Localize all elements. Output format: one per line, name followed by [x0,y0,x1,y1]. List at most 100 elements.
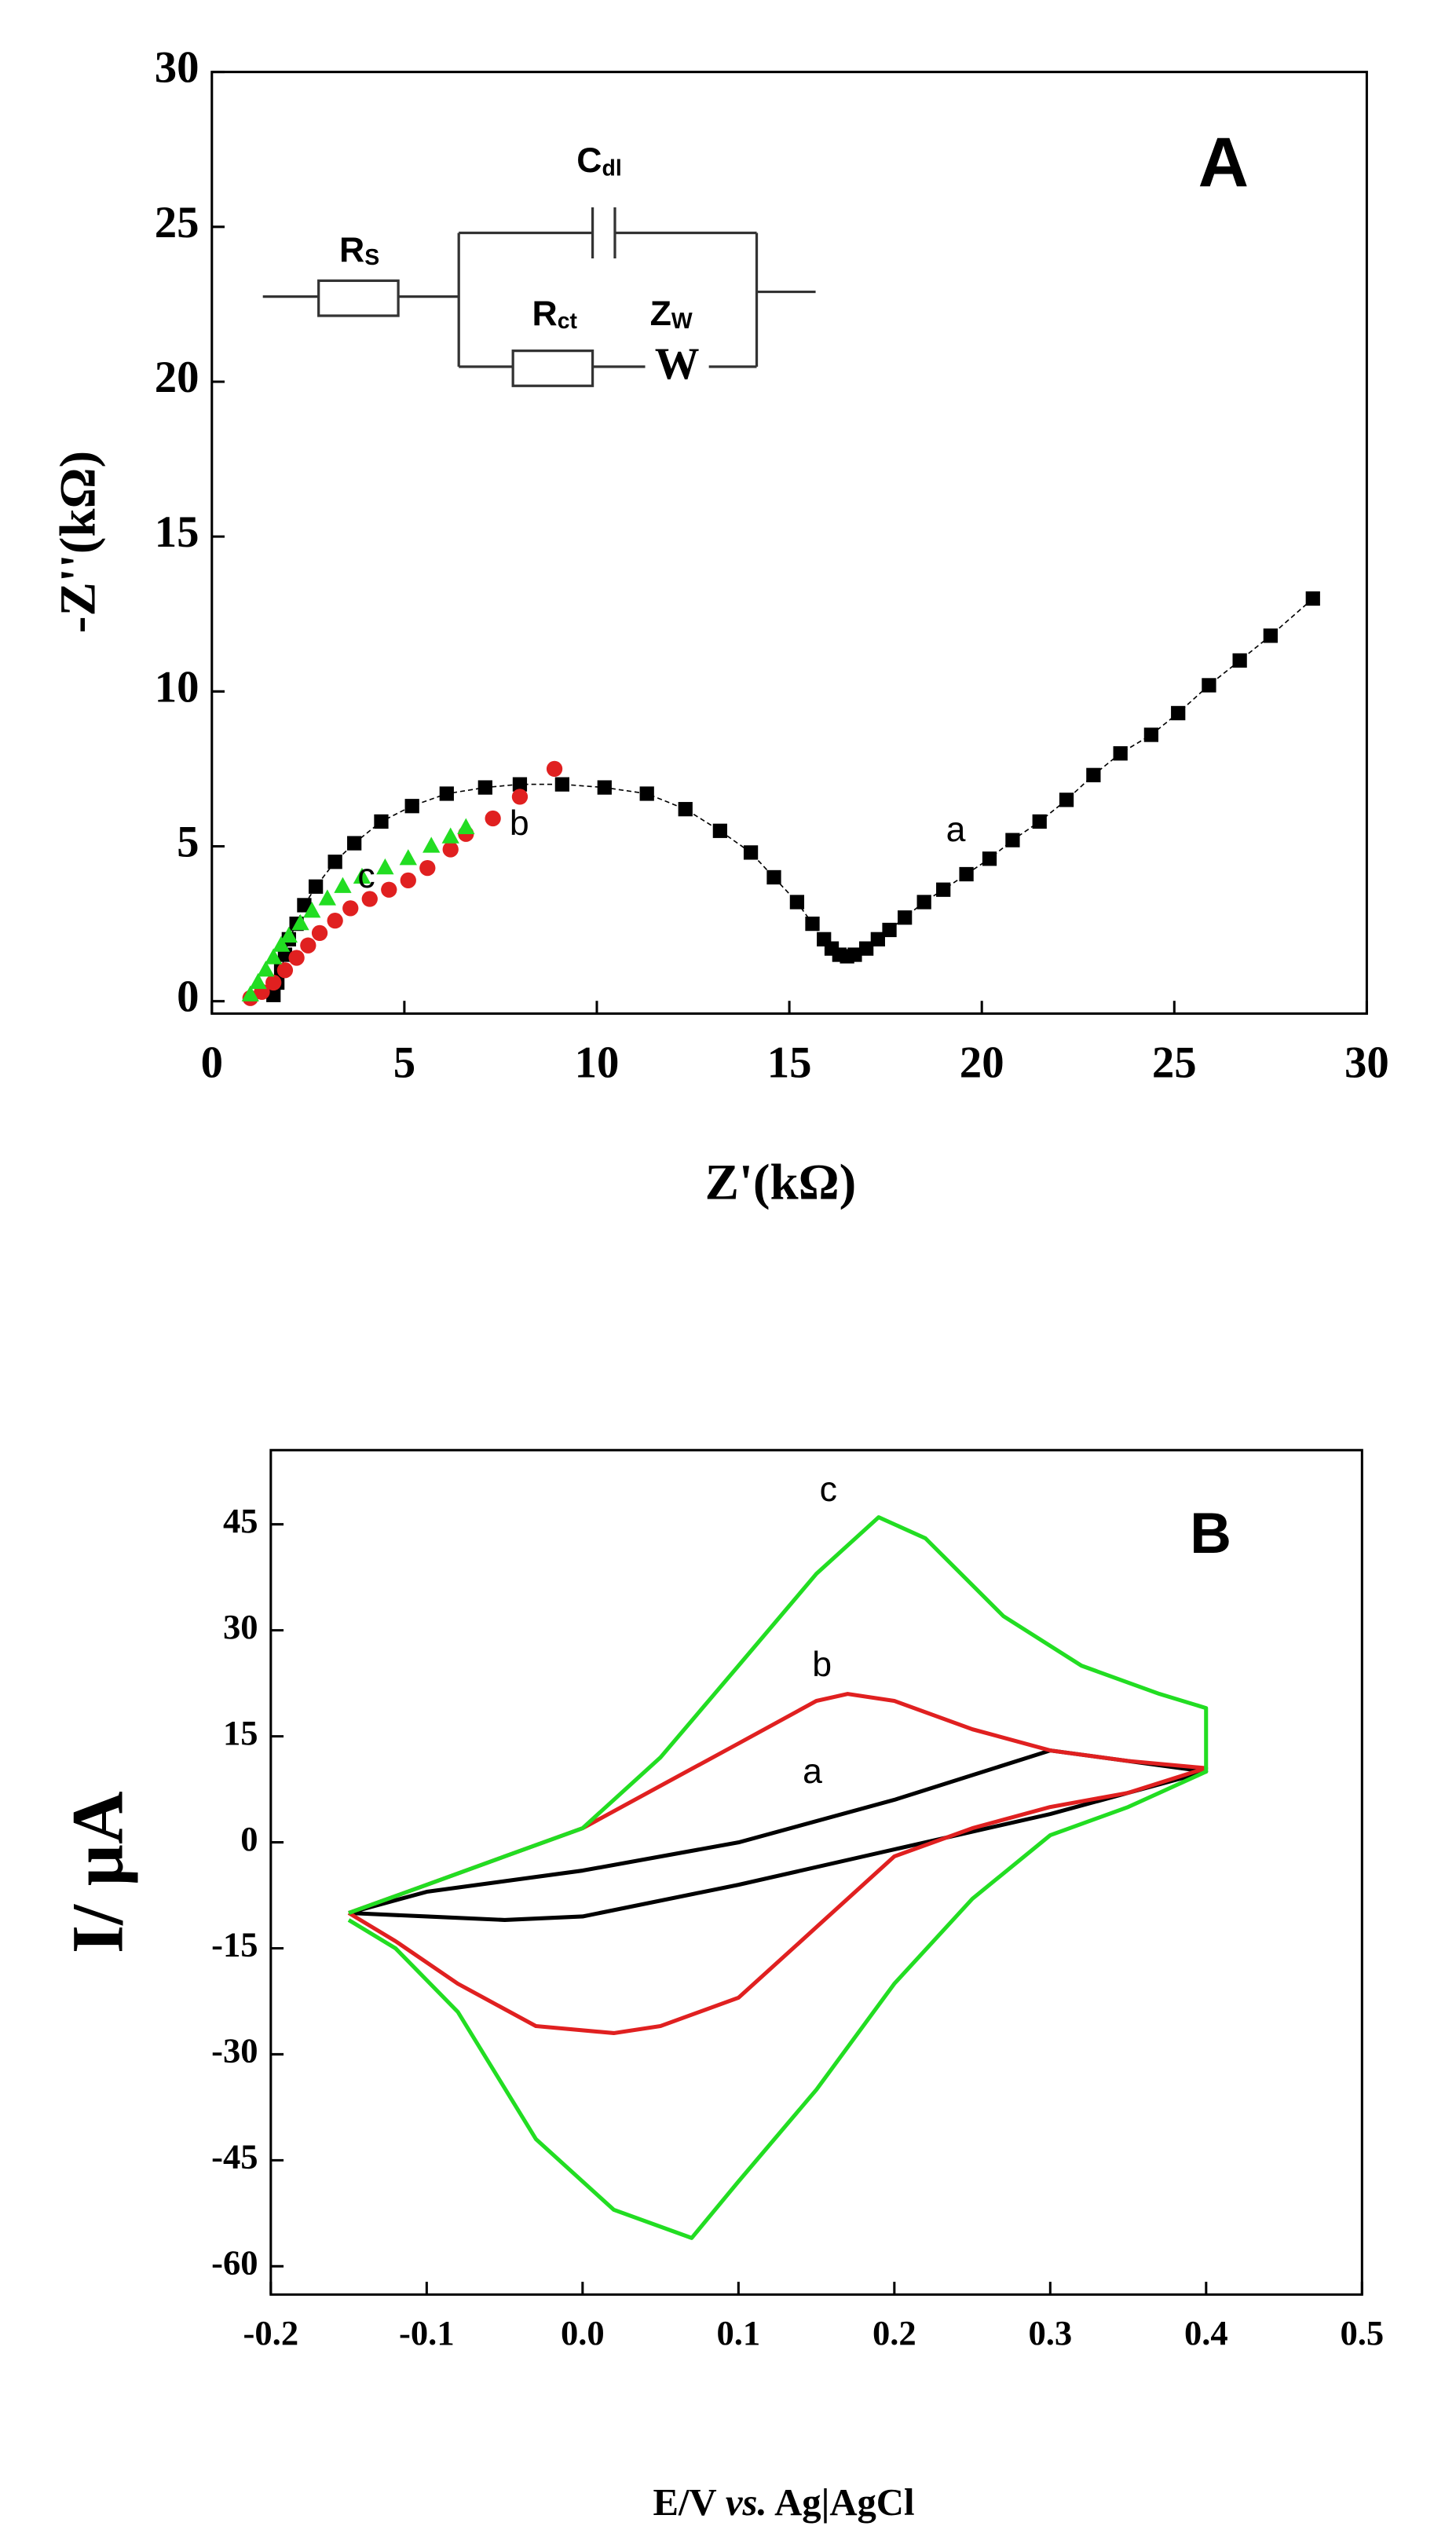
data-point [265,948,283,965]
warburg-label: W [655,339,700,389]
y-tick-label: -30 [211,2031,258,2070]
series-label: b [510,804,529,843]
series-label: b [812,1646,832,1684]
plot-frame [269,1448,1363,2296]
y-tick-label: 30 [155,43,199,93]
y-tick-label: 15 [155,507,199,557]
data-point [712,823,727,838]
data-point [554,777,570,792]
cdl-label: Cdl [576,141,621,181]
data-point [485,810,501,827]
data-point [597,780,612,795]
data-point [241,985,259,1001]
data-point [511,789,529,805]
y-tick-label: -45 [211,2137,258,2176]
data-point [288,950,305,966]
data-point [318,889,337,906]
data-point [847,947,862,962]
y-axis-label: I/ µA [57,1791,138,1953]
data-point [859,941,874,956]
x-tick-label: 20 [960,1038,1004,1088]
x-tick-label: 0.5 [1340,2313,1384,2352]
series-label: c [357,857,375,895]
data-point [805,916,820,932]
data-point [334,877,352,893]
rct-label: Rct [532,295,578,334]
data-point [381,881,397,898]
data-point [477,780,492,795]
data-point [982,851,997,866]
series-line [273,598,1314,995]
y-tick-label: -60 [211,2243,258,2283]
x-tick-label: -0.1 [399,2313,455,2352]
y-tick-label: 0 [240,1819,258,1858]
x-tick-label: 25 [1152,1038,1197,1088]
data-point [1032,814,1047,829]
data-point [399,849,417,866]
x-tick-label: 0.2 [873,2313,916,2352]
data-point [376,858,394,875]
data-point [743,845,759,860]
data-point [249,972,267,990]
data-point [327,913,343,929]
data-point [898,910,913,925]
data-point [297,898,312,913]
y-tick-label: 15 [223,1713,258,1752]
data-point [936,882,951,897]
x-tick-label: 0.0 [561,2313,605,2352]
x-axis-label: E/V vs. Ag|AgCl [653,2481,914,2524]
series-label: c [820,1470,837,1509]
data-point [512,777,528,792]
x-tick-label: 0.4 [1184,2313,1228,2352]
resistor [511,349,594,387]
x-tick-label: 10 [575,1038,620,1088]
data-point [423,837,441,853]
y-tick-label: 20 [155,353,199,402]
y-tick-label: 0 [177,972,199,1022]
y-tick-label: 25 [155,198,199,247]
data-point [309,879,324,894]
data-point [766,869,781,885]
data-point [374,814,389,829]
data-point [1263,628,1278,643]
data-point [311,924,328,942]
x-tick-label: 15 [767,1038,812,1088]
data-point [959,866,974,882]
data-point [1305,591,1320,606]
data-point [347,836,362,851]
data-point [272,935,291,952]
x-tick-label: 0.1 [716,2313,760,2352]
data-point [404,799,419,814]
data-point [546,760,563,778]
x-tick-label: -0.2 [243,2313,299,2352]
data-point [678,802,693,817]
data-point [257,961,275,977]
data-point [882,922,897,938]
y-tick-label: 10 [155,662,199,712]
rs-label: RS [339,231,379,270]
data-point [1232,653,1247,668]
x-tick-label: 0.3 [1028,2313,1072,2352]
data-point [419,859,436,877]
y-tick-label: 5 [177,818,199,867]
circuit-wire [262,231,816,368]
data-point [1059,793,1074,807]
data-point [1086,767,1101,782]
data-point [1005,833,1020,847]
data-point [1202,678,1216,693]
y-tick-label: 30 [223,1607,258,1646]
data-point [265,974,282,991]
series-label: a [946,811,966,849]
data-point [342,900,359,917]
chart-title: A [1198,123,1249,201]
y-tick-label: -15 [211,1925,258,1964]
y-axis-label: -Z''(kΩ) [49,451,106,633]
x-tick-label: 0 [201,1038,223,1088]
data-point [361,891,378,907]
x-tick-label: 5 [393,1038,415,1088]
data-point [1143,727,1159,742]
data-point [303,902,321,918]
data-point [353,867,371,884]
data-point [639,786,654,801]
